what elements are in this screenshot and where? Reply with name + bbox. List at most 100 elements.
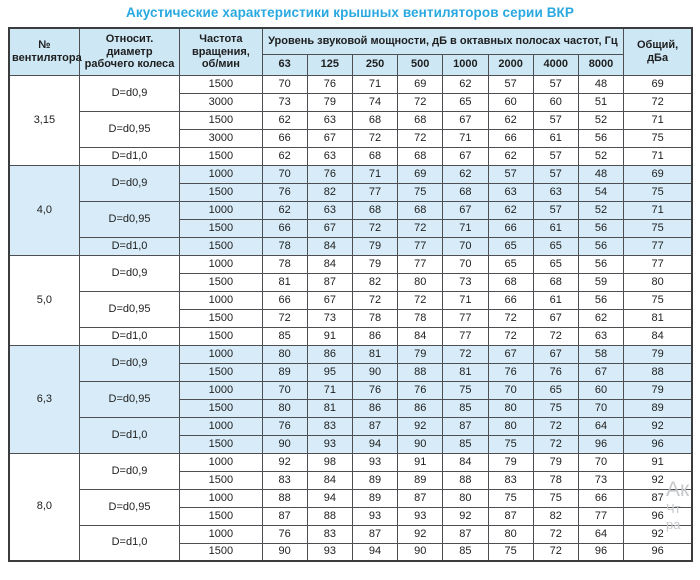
total-cell: 75 [623, 128, 693, 148]
level-cell: 81 [351, 344, 399, 364]
level-cell: 88 [261, 488, 308, 508]
level-cell: 63 [306, 110, 353, 130]
total-cell: 88 [623, 362, 693, 382]
level-cell: 76 [351, 380, 399, 400]
level-cell: 66 [261, 218, 308, 238]
level-cell: 77 [442, 308, 489, 328]
level-cell: 62 [261, 200, 308, 220]
level-cell: 82 [351, 272, 399, 292]
fan-number-cell: 5,0 [8, 254, 80, 346]
level-cell: 87 [351, 416, 399, 436]
level-cell: 67 [306, 290, 353, 310]
level-cell: 72 [487, 326, 534, 346]
level-cell: 92 [397, 416, 444, 436]
level-cell: 89 [261, 362, 308, 382]
rpm-cell: 1000 [179, 416, 263, 436]
total-cell: 71 [623, 146, 693, 166]
level-cell: 57 [532, 110, 579, 130]
level-cell: 86 [306, 344, 353, 364]
rpm-cell: 1500 [179, 506, 263, 526]
rpm-cell: 1500 [179, 470, 263, 490]
total-cell: 81 [623, 308, 693, 328]
level-cell: 67 [442, 146, 489, 166]
level-cell: 75 [442, 380, 489, 400]
total-cell: 75 [623, 218, 693, 238]
level-cell: 72 [351, 218, 399, 238]
level-cell: 68 [397, 110, 444, 130]
rpm-cell: 1000 [179, 290, 263, 310]
level-cell: 68 [397, 200, 444, 220]
level-cell: 92 [397, 524, 444, 544]
level-cell: 65 [532, 236, 579, 256]
level-cell: 73 [306, 308, 353, 328]
level-cell: 61 [532, 290, 579, 310]
level-cell: 67 [532, 344, 579, 364]
level-cell: 92 [261, 452, 308, 472]
level-cell: 64 [577, 524, 625, 544]
header-frequency: 2000 [487, 53, 534, 76]
header-frequency-row: 63 125 250 500 1000 2000 4000 8000 [9, 53, 692, 76]
table-row: D=d0,95 1500 62 63 68 68 67 62 57 52 71 [9, 110, 693, 148]
level-cell: 58 [577, 344, 625, 364]
level-cell: 75 [397, 182, 444, 202]
total-cell: 69 [623, 164, 693, 184]
total-cell: 77 [623, 254, 693, 274]
level-cell: 89 [397, 470, 444, 490]
level-cell: 67 [442, 200, 489, 220]
level-cell: 62 [487, 110, 534, 130]
table-row: 1500 90 93 94 90 85 75 72 96 96 [9, 434, 693, 454]
total-cell: 96 [623, 506, 693, 526]
level-cell: 90 [261, 434, 308, 454]
level-cell: 76 [306, 74, 353, 94]
level-cell: 98 [306, 452, 353, 472]
level-cell: 67 [306, 218, 353, 238]
rpm-cell: 1500 [179, 398, 263, 418]
level-cell: 71 [306, 380, 353, 400]
total-cell: 96 [623, 434, 693, 454]
level-cell: 68 [351, 200, 399, 220]
level-cell: 72 [532, 542, 579, 562]
level-cell: 94 [306, 488, 353, 508]
total-cell: 71 [623, 200, 693, 220]
level-cell: 87 [487, 506, 534, 526]
level-cell: 77 [351, 182, 399, 202]
level-cell: 88 [397, 362, 444, 382]
level-cell: 84 [397, 326, 444, 346]
level-cell: 52 [577, 110, 625, 130]
level-cell: 72 [442, 344, 489, 364]
level-cell: 68 [351, 146, 399, 166]
header-row: № вентилятора Относит. диаметр рабочего к… [8, 27, 693, 76]
level-cell: 62 [577, 308, 625, 328]
level-cell: 83 [306, 524, 353, 544]
level-cell: 70 [261, 74, 308, 94]
level-cell: 63 [577, 326, 625, 346]
level-cell: 83 [261, 470, 308, 490]
total-cell: 69 [623, 74, 693, 94]
level-cell: 76 [261, 182, 308, 202]
rpm-cell: 1000 [179, 344, 263, 364]
header-fan-number: № вентилятора [8, 27, 82, 76]
diameter-cell: D=d1,0 [78, 326, 181, 346]
level-cell: 80 [397, 272, 444, 292]
level-cell: 90 [397, 434, 444, 454]
level-cell: 71 [442, 290, 489, 310]
table-row: D=d1,0 1500 62 63 68 68 67 62 57 52 71 [9, 146, 693, 166]
rpm-cell: 1500 [179, 542, 263, 562]
level-cell: 57 [532, 200, 579, 220]
total-cell: 79 [623, 380, 693, 400]
header-frequency: 500 [397, 53, 444, 76]
level-cell: 70 [261, 164, 308, 184]
rpm-cell: 1000 [179, 452, 263, 472]
level-cell: 56 [577, 218, 625, 238]
diameter-cell: D=d0,9 [78, 452, 181, 490]
rpm-cell: 1000 [179, 254, 263, 274]
diameter-cell: D=d0,95 [78, 290, 181, 328]
level-cell: 67 [532, 308, 579, 328]
level-cell: 70 [261, 380, 308, 400]
level-cell: 93 [351, 506, 399, 526]
diameter-cell: D=d0,95 [78, 110, 181, 148]
level-cell: 63 [487, 182, 534, 202]
level-cell: 72 [532, 434, 579, 454]
level-cell: 72 [261, 308, 308, 328]
